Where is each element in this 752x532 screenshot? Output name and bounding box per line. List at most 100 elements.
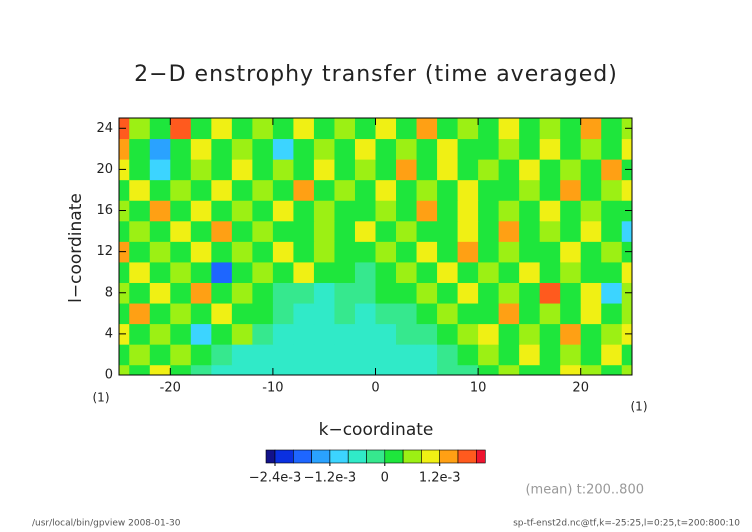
cell: [416, 179, 438, 201]
cell: [129, 220, 151, 242]
cell: [560, 200, 582, 222]
cell: [313, 303, 335, 325]
cell: [272, 179, 294, 201]
cell: [375, 282, 397, 304]
cell: [457, 364, 479, 375]
note: (mean) t:200..800: [525, 483, 644, 498]
cell: [170, 179, 192, 201]
cell: [170, 241, 192, 263]
cell: [539, 241, 561, 263]
cell: [457, 118, 479, 140]
cell: [478, 118, 500, 140]
cell: [457, 138, 479, 160]
cell: [354, 138, 376, 160]
cell: [149, 179, 171, 201]
cell: [580, 241, 602, 263]
cell: [437, 118, 459, 140]
cell: [293, 179, 315, 201]
cell: [375, 241, 397, 263]
cell: [580, 200, 602, 222]
cell: [170, 200, 192, 222]
cell: [149, 323, 171, 345]
cell: [478, 344, 500, 366]
cell: [375, 323, 397, 345]
cell: [478, 282, 500, 304]
cell: [498, 220, 520, 242]
cell: [211, 200, 233, 222]
cell: [313, 118, 335, 140]
cell: [396, 138, 418, 160]
cell: [252, 261, 274, 283]
cell: [170, 364, 192, 375]
cell: [119, 344, 130, 366]
cell: [272, 261, 294, 283]
cell: [170, 282, 192, 304]
colorbar-box: [421, 449, 440, 464]
cell: [498, 118, 520, 140]
cell: [129, 364, 151, 375]
cell: [272, 323, 294, 345]
colorbar-box: [347, 449, 367, 464]
cell: [621, 138, 632, 160]
cell: [334, 220, 356, 242]
cell: [375, 159, 397, 181]
cell: [170, 344, 192, 366]
cell: [119, 261, 130, 283]
cell: [416, 138, 438, 160]
cell: [252, 179, 274, 201]
cell: [334, 241, 356, 263]
cell: [170, 138, 192, 160]
cell: [354, 179, 376, 201]
cell: [539, 261, 561, 283]
cell: [149, 220, 171, 242]
cell: [190, 282, 212, 304]
cell: [129, 303, 151, 325]
cell: [170, 220, 192, 242]
cell: [539, 344, 561, 366]
cell: [293, 138, 315, 160]
cell: [313, 282, 335, 304]
cell: [539, 159, 561, 181]
cell: [519, 303, 541, 325]
cell: [293, 303, 315, 325]
cell: [375, 200, 397, 222]
cell: [354, 200, 376, 222]
y-tick-label: 16: [96, 203, 113, 218]
cell: [396, 200, 418, 222]
cell: [478, 364, 500, 375]
cell: [252, 138, 274, 160]
cell: [519, 282, 541, 304]
colorbar-box: [402, 449, 422, 464]
cell: [272, 303, 294, 325]
cell: [149, 344, 171, 366]
cell: [313, 323, 335, 345]
cell: [272, 241, 294, 263]
cell: [437, 261, 459, 283]
cell: [293, 261, 315, 283]
cell: [231, 159, 253, 181]
colorbar-box: [475, 449, 486, 464]
cell: [354, 364, 376, 375]
cell: [560, 303, 582, 325]
cell: [211, 138, 233, 160]
cell: [396, 220, 418, 242]
cell: [601, 118, 623, 140]
cell: [231, 261, 253, 283]
cell: [375, 261, 397, 283]
cell: [498, 303, 520, 325]
cell: [334, 364, 356, 375]
cell: [190, 241, 212, 263]
cell: [437, 282, 459, 304]
colorbar-box: [457, 449, 477, 464]
cell: [231, 179, 253, 201]
cell: [293, 282, 315, 304]
y-tick-label: 8: [105, 285, 113, 300]
cell: [457, 220, 479, 242]
x-axis-label: k−coordinate: [319, 420, 434, 440]
cell: [170, 159, 192, 181]
cell: [252, 364, 274, 375]
cell: [601, 303, 623, 325]
colorbar-tick-label: 0: [381, 471, 389, 486]
cell: [539, 179, 561, 201]
